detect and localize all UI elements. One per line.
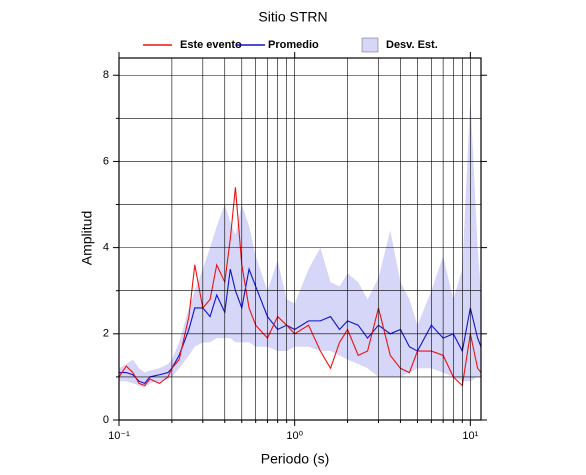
- x-tick-label: 10¹: [462, 430, 478, 442]
- legend-label: Este evento: [180, 39, 242, 51]
- y-tick-label: 0: [103, 414, 109, 426]
- y-axis-label: Amplitud: [79, 211, 95, 265]
- legend-swatch: [361, 37, 379, 53]
- series-line: [119, 187, 481, 387]
- chart-title: Sitio STRN: [258, 9, 327, 25]
- y-tick-label: 4: [103, 242, 109, 254]
- y-tick-label: 8: [103, 69, 109, 81]
- std-band: [119, 96, 481, 388]
- plot-frame: [118, 57, 482, 421]
- x-tick-label: 10⁰: [286, 430, 303, 442]
- x-tick-label: 10⁻¹: [108, 430, 130, 442]
- legend-label: Desv. Est.: [386, 39, 438, 51]
- y-tick-label: 2: [103, 328, 109, 340]
- series-line: [119, 267, 481, 385]
- plot-area: [119, 96, 481, 388]
- legend-label: Promedio: [268, 39, 319, 51]
- x-axis-label: Periodo (s): [261, 451, 329, 467]
- y-tick-label: 6: [103, 155, 109, 167]
